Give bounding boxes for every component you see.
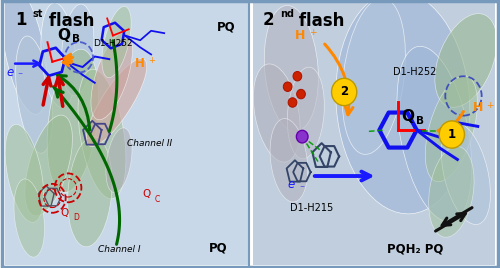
Ellipse shape <box>5 124 44 222</box>
Ellipse shape <box>254 64 300 162</box>
Ellipse shape <box>336 0 470 214</box>
Text: H: H <box>134 57 144 70</box>
Text: +: + <box>486 100 494 110</box>
FancyBboxPatch shape <box>252 3 495 265</box>
Text: D1-H252: D1-H252 <box>393 67 436 77</box>
Text: C: C <box>154 195 160 204</box>
Ellipse shape <box>397 46 471 222</box>
Text: flash: flash <box>42 12 94 30</box>
Ellipse shape <box>442 122 490 225</box>
Text: st: st <box>33 9 43 19</box>
Text: D: D <box>73 213 79 222</box>
Ellipse shape <box>428 146 474 237</box>
Ellipse shape <box>2 0 47 114</box>
Ellipse shape <box>16 36 52 153</box>
Circle shape <box>439 121 464 148</box>
Text: Q: Q <box>142 189 150 199</box>
Ellipse shape <box>426 76 478 182</box>
Text: Channel I: Channel I <box>98 244 141 254</box>
Text: 2: 2 <box>262 10 274 29</box>
Text: B: B <box>416 116 424 126</box>
Circle shape <box>332 78 357 106</box>
Circle shape <box>284 82 292 91</box>
Text: 1: 1 <box>448 128 456 141</box>
Text: PQH₂ PQ: PQH₂ PQ <box>387 243 444 255</box>
Ellipse shape <box>342 0 406 154</box>
FancyArrowPatch shape <box>324 44 353 115</box>
Text: 2: 2 <box>340 85 348 98</box>
Ellipse shape <box>68 137 112 247</box>
Ellipse shape <box>25 115 72 216</box>
FancyBboxPatch shape <box>5 3 248 265</box>
Text: H: H <box>472 101 483 114</box>
Ellipse shape <box>78 69 126 199</box>
Ellipse shape <box>102 6 131 78</box>
Ellipse shape <box>41 3 76 107</box>
Text: Q: Q <box>402 109 414 124</box>
Text: flash: flash <box>292 12 344 30</box>
Text: Q: Q <box>61 208 69 218</box>
Ellipse shape <box>91 33 132 120</box>
Text: e: e <box>288 178 295 191</box>
Ellipse shape <box>270 118 308 202</box>
Text: Q: Q <box>57 28 70 43</box>
Text: D1-H215: D1-H215 <box>290 203 334 213</box>
Ellipse shape <box>264 6 318 131</box>
Text: e: e <box>6 66 14 79</box>
Ellipse shape <box>14 179 44 257</box>
Text: 1: 1 <box>14 10 26 29</box>
Text: ⁻: ⁻ <box>17 72 22 82</box>
Text: ⁻: ⁻ <box>299 184 304 194</box>
Ellipse shape <box>288 67 325 159</box>
Ellipse shape <box>47 49 98 192</box>
Ellipse shape <box>106 128 132 193</box>
Text: +: + <box>148 56 155 65</box>
Text: D1-H252: D1-H252 <box>94 39 133 48</box>
FancyArrowPatch shape <box>58 75 90 130</box>
Ellipse shape <box>435 14 497 107</box>
FancyArrowPatch shape <box>438 111 464 134</box>
Text: nd: nd <box>280 9 294 19</box>
Text: PQ: PQ <box>217 20 236 33</box>
Circle shape <box>296 89 306 99</box>
Circle shape <box>296 130 308 143</box>
Text: H: H <box>295 29 306 42</box>
Text: PQ: PQ <box>208 242 228 255</box>
Text: B: B <box>72 34 80 44</box>
Ellipse shape <box>62 4 94 96</box>
Ellipse shape <box>86 58 147 146</box>
Circle shape <box>288 98 297 107</box>
Circle shape <box>293 72 302 81</box>
Text: Channel II: Channel II <box>128 139 172 148</box>
Text: +: + <box>310 28 317 37</box>
